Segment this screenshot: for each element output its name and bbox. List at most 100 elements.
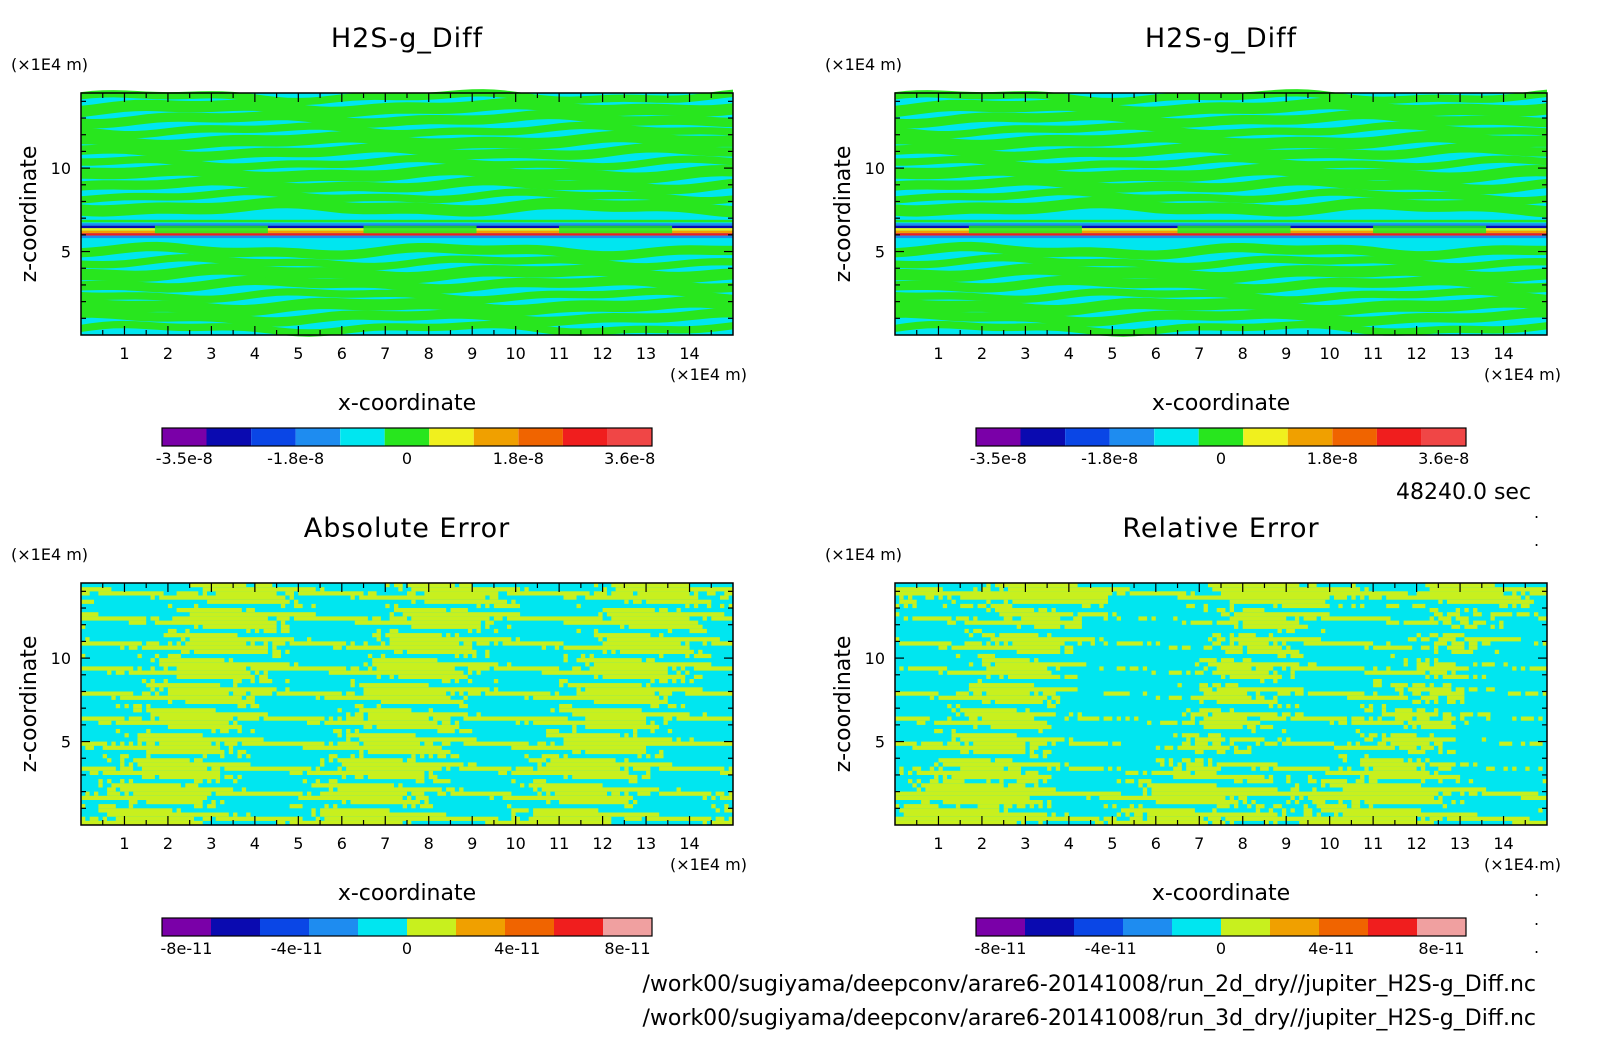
contour-blob — [459, 787, 464, 792]
contour-blob — [1186, 762, 1204, 767]
contour-blob — [428, 708, 433, 713]
contour-blob — [572, 749, 581, 755]
contour-blob — [720, 603, 725, 609]
contour-blob — [1103, 716, 1113, 721]
contour-blob — [585, 687, 703, 692]
contour-blob — [485, 620, 494, 625]
contour-blob — [724, 591, 733, 596]
contour-blob — [1068, 737, 1074, 742]
contour-blob — [1203, 724, 1243, 730]
contour-blob — [995, 608, 1035, 613]
colorbar-swatch — [1172, 918, 1221, 936]
contour-blob — [289, 641, 347, 646]
chart-title: Relative Error — [1122, 513, 1319, 544]
contour-blob — [98, 804, 116, 809]
contour-blob — [1455, 616, 1469, 621]
x-tick-label: 9 — [467, 834, 477, 853]
contour-blob — [1064, 645, 1074, 650]
contour-blob — [995, 583, 1078, 588]
contour-blob — [1051, 695, 1061, 700]
contour-blob — [602, 649, 607, 654]
contour-blob — [702, 712, 707, 717]
contour-blob — [1429, 816, 1443, 821]
contour-blob — [346, 766, 442, 771]
contour-blob — [185, 628, 190, 634]
contour-blob — [1477, 712, 1491, 717]
contour-blob — [938, 645, 948, 650]
contour-blob — [593, 662, 712, 667]
contour-blob — [533, 787, 538, 792]
contour-blob — [1225, 649, 1243, 654]
x-tick-label: 7 — [380, 834, 390, 853]
contour-blob — [107, 670, 112, 675]
contour-blob — [572, 729, 577, 734]
contour-blob — [463, 716, 568, 721]
colorbar-swatch — [162, 428, 207, 446]
contour-blob — [167, 699, 173, 704]
contour-blob — [611, 649, 616, 654]
contour-blob — [1116, 641, 1143, 646]
contour-blob — [407, 583, 455, 588]
contour-blob — [376, 704, 381, 709]
contour-blob — [502, 795, 633, 800]
contour-band — [895, 187, 1547, 205]
contour-field — [895, 89, 1547, 337]
contour-layer — [81, 223, 733, 226]
contour-blob — [1381, 733, 1387, 738]
contour-blob — [1468, 645, 1478, 650]
contour-blob — [1090, 641, 1095, 646]
contour-band — [81, 241, 733, 261]
contour-blob — [81, 666, 134, 671]
contour-layer-segment — [559, 225, 673, 234]
colorbar-frame — [975, 427, 1467, 447]
contour-blob — [1181, 741, 1191, 746]
contour-blob — [1194, 758, 1204, 763]
contour-blob — [1434, 770, 1439, 775]
contour-blob — [981, 716, 1035, 721]
contour-blob — [1464, 720, 1469, 725]
contour-blob — [685, 641, 690, 646]
contour-blob — [1281, 641, 1287, 646]
contour-blob — [372, 616, 381, 621]
x-tick-label: 3 — [206, 344, 216, 363]
colorbar-swatch — [211, 918, 260, 936]
contour-blob — [493, 628, 499, 634]
contour-blob — [415, 779, 425, 784]
contour-blob — [895, 637, 900, 642]
contour-blob — [1447, 599, 1534, 604]
contour-blob — [1273, 670, 1278, 675]
contour-blob — [507, 804, 512, 809]
contour-blob — [1042, 754, 1048, 759]
contour-blob — [554, 691, 560, 696]
contour-blob — [903, 812, 1048, 817]
contour-blob — [528, 758, 547, 763]
contour-blob — [981, 633, 995, 638]
contour-blob — [1038, 804, 1043, 809]
contour-blob — [1077, 612, 1108, 617]
contour-blob — [220, 729, 229, 734]
contour-blob — [280, 620, 286, 625]
contour-blob — [895, 804, 900, 809]
contour-blob — [1312, 787, 1317, 792]
contour-blob — [1420, 637, 1430, 642]
contour-blob — [1238, 633, 1256, 638]
contour-layer — [895, 235, 1547, 239]
contour-blob — [237, 716, 260, 721]
contour-blob — [955, 691, 969, 696]
contour-blob — [298, 591, 364, 596]
contour-blob — [1434, 741, 1443, 746]
contour-blob — [189, 612, 316, 617]
contour-blob — [947, 670, 1052, 675]
contour-blob — [250, 641, 255, 646]
contour-blob — [986, 583, 991, 588]
contour-blob — [1155, 800, 1239, 805]
contour-blob — [176, 666, 247, 671]
contour-blob — [463, 641, 473, 646]
contour-blob — [955, 712, 961, 717]
contour-blob — [1438, 779, 1443, 784]
contour-blob — [237, 754, 242, 759]
contour-blob — [1290, 670, 1295, 675]
contour-blob — [233, 683, 238, 688]
